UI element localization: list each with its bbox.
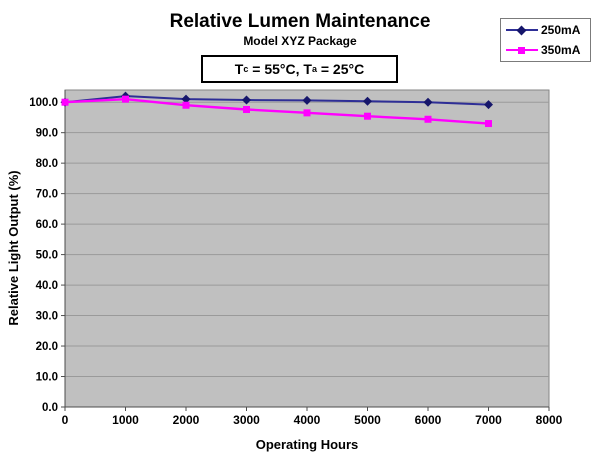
annotation-subscript-a: a (311, 64, 317, 74)
x-tick-label: 0 (62, 413, 69, 427)
annotation-text: T (234, 61, 244, 77)
legend-swatch (506, 45, 538, 55)
data-point-square (364, 112, 371, 120)
x-tick-label: 2000 (173, 413, 200, 427)
x-tick-label: 4000 (294, 413, 321, 427)
series-line-350mA (64, 97, 489, 125)
legend: 250mA 350mA (500, 18, 591, 62)
x-tick-label: 5000 (354, 413, 381, 427)
x-tick-label: 1000 (112, 413, 139, 427)
chart-subtitle: Model XYZ Package (243, 34, 357, 48)
chart-title: Relative Lumen Maintenance (169, 11, 431, 32)
x-tick-label: 6000 (415, 413, 442, 427)
data-point-square (424, 115, 432, 123)
y-tick-label: 90.0 (36, 128, 58, 140)
legend-label: 350mA (541, 43, 581, 57)
legend-item-350ma: 350mA (506, 42, 590, 58)
plot-area: 0.0 10.0 20.0 30.0 40.0 50.0 60.0 70.0 80.0 90.0 1… (29, 89, 563, 427)
data-point-square (182, 101, 190, 109)
annotation-text: = 25°C (316, 61, 365, 77)
x-tick-label: 7000 (475, 413, 502, 427)
series-line-250mA (64, 95, 489, 106)
y-tick-label: 60.0 (36, 219, 58, 231)
x-tick-label: 3000 (233, 413, 260, 427)
data-point-diamond (484, 100, 493, 110)
data-point-square (485, 120, 492, 128)
y-tick-label: 50.0 (36, 250, 58, 262)
data-point-diamond (181, 94, 191, 104)
y-tick-label: 30.0 (36, 311, 58, 323)
data-point-diamond (423, 97, 433, 107)
square-marker-icon (518, 46, 525, 54)
plot-background (64, 89, 550, 408)
y-tick-label: 80.0 (36, 158, 58, 170)
legend-item-250ma: 250mA (506, 22, 590, 38)
data-point-diamond (363, 96, 372, 106)
y-tick-label: 100.0 (29, 97, 58, 109)
y-tick-label: 0.0 (42, 402, 58, 414)
data-point-diamond (302, 95, 312, 105)
y-tick-label: 70.0 (36, 189, 58, 201)
data-point-diamond (242, 95, 251, 105)
x-axis-title: Operating Hours (255, 437, 359, 452)
annotation-text: = 55°C, T (248, 61, 312, 77)
data-point-square (243, 106, 250, 114)
y-tick-label: 10.0 (36, 372, 58, 384)
data-point-square (61, 98, 69, 106)
data-point-square (303, 109, 311, 117)
data-point-square (122, 95, 129, 103)
y-tick-label: 20.0 (36, 341, 58, 353)
y-tick-label: 40.0 (36, 280, 58, 292)
legend-swatch (506, 25, 538, 35)
x-tick-label: 8000 (536, 413, 563, 427)
annotation-subscript-c: c (243, 64, 249, 74)
legend-label: 250mA (541, 23, 581, 37)
diamond-marker-icon (516, 25, 527, 35)
